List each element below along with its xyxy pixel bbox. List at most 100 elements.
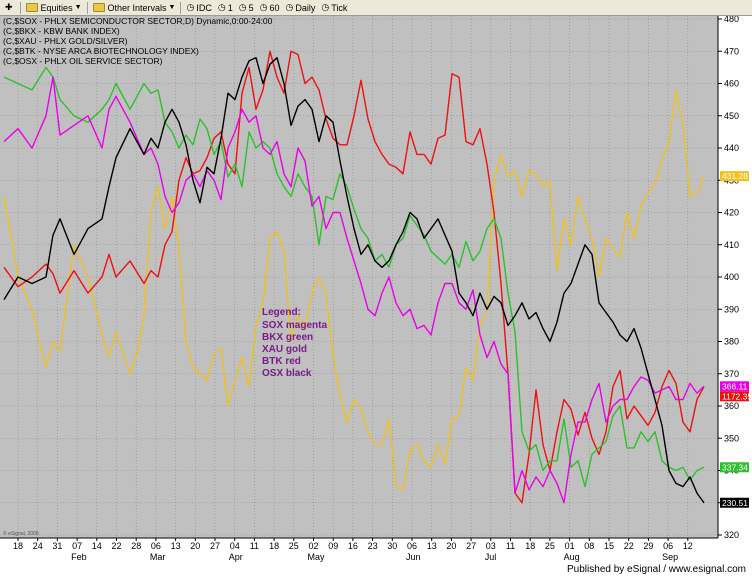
other-intervals-dropdown[interactable]: Other Intervals ▼ <box>90 1 179 15</box>
y-tick-label: 420 <box>724 208 739 218</box>
x-tick-label: 06 <box>663 541 673 551</box>
interval-60-button[interactable]: ◷ 60 <box>257 1 283 15</box>
series-line-osx <box>3 57 705 504</box>
toolbar-separator <box>180 1 182 14</box>
y-tick-label: 450 <box>724 111 739 121</box>
legend-entry-xau: XAU gold <box>262 344 307 355</box>
clock-icon: ◷ <box>285 2 294 12</box>
interval-daily-button[interactable]: ◷ Daily <box>282 1 318 15</box>
clock-icon: ◷ <box>238 2 247 12</box>
x-tick-label: 03 <box>486 541 496 551</box>
interval-1-button[interactable]: ◷ 1 <box>215 1 236 15</box>
time-axis: 18 24 31 07 14 22 28 06 13 20 27 04 11 18 25 02 09 16 23 30… <box>0 537 718 562</box>
x-tick-label: 24 <box>33 541 43 551</box>
legend-entry-sox: SOX magenta <box>262 320 327 331</box>
legend-entry-osx: OSX black <box>262 368 312 379</box>
y-tick-label: 470 <box>724 46 739 56</box>
x-tick-label: 08 <box>584 541 594 551</box>
x-tick-label: 06 <box>407 541 417 551</box>
last-value-label: 337.34 <box>722 462 748 472</box>
y-tick-label: 380 <box>724 337 739 347</box>
last-value-label: 230.51 <box>722 498 748 508</box>
toolbar: ✚ Equities ▼ Other Intervals ▼ ◷ IDC ◷ 1 ◷ 5 … <box>0 0 752 16</box>
footer: Published by eSignal / www.esignal.com <box>0 564 752 576</box>
x-tick-label: 25 <box>289 541 299 551</box>
x-tick-label: 20 <box>446 541 456 551</box>
x-tick-label: 12 <box>683 541 693 551</box>
x-tick-label: 18 <box>269 541 279 551</box>
other-intervals-label: Other Intervals <box>107 2 167 13</box>
watermark: © eSignal, 2008 <box>3 530 39 537</box>
last-value-sox: 366.11 <box>720 381 749 392</box>
x-tick-label: 23 <box>368 541 378 551</box>
month-label: Mar <box>150 552 166 562</box>
y-tick-label: 400 <box>724 272 739 282</box>
month-label: Jun <box>406 552 421 562</box>
equities-dropdown[interactable]: Equities ▼ <box>23 1 85 15</box>
x-tick-label: 06 <box>151 541 161 551</box>
interval-60-label: 60 <box>269 2 280 13</box>
series-line-xau <box>3 89 705 491</box>
equities-label: Equities <box>40 2 73 13</box>
x-tick-label: 01 <box>565 541 575 551</box>
interval-5-button[interactable]: ◷ 5 <box>236 1 257 15</box>
legend-entry-btk: BTK red <box>262 356 301 367</box>
chart[interactable]: (C,$SOX - PHLX SEMICONDUCTOR SECTOR,D) D… <box>0 16 752 564</box>
last-value-osx: 230.51 <box>720 497 749 508</box>
last-value-box <box>720 462 749 473</box>
x-tick-label: 27 <box>210 541 220 551</box>
chevron-down-icon: ▼ <box>74 4 82 11</box>
clock-icon: ◷ <box>186 2 195 12</box>
y-tick-label: 360 <box>724 401 739 411</box>
interval-idc-button[interactable]: ◷ IDC <box>183 1 214 15</box>
series-lines <box>3 50 705 504</box>
x-tick-label: 18 <box>13 541 23 551</box>
interval-tick-label: Tick <box>331 2 348 13</box>
x-tick-label: 13 <box>427 541 437 551</box>
last-value-label: 1172.35 <box>722 391 752 401</box>
interval-5-label: 5 <box>248 2 254 13</box>
footer-text: Published by eSignal / www.esignal.com <box>567 564 746 575</box>
month-label: Jul <box>485 552 497 562</box>
x-tick-label: 31 <box>52 541 62 551</box>
series-line-btk <box>3 50 705 504</box>
add-button[interactable]: ✚ <box>2 1 18 15</box>
x-tick-label: 15 <box>604 541 614 551</box>
month-label: May <box>308 552 326 562</box>
last-value-bkx: 337.34 <box>720 462 749 473</box>
header-line-sox: (C,$SOX - PHLX SEMICONDUCTOR SECTOR,D) D… <box>3 16 273 26</box>
y-tick-label: 350 <box>724 433 739 443</box>
legend-title: Legend: <box>262 307 301 318</box>
interval-idc-label: IDC <box>196 2 212 13</box>
month-label: Sep <box>662 552 678 562</box>
x-tick-label: 07 <box>72 541 82 551</box>
price-axis-background <box>718 16 752 564</box>
header-line-bkx: (C,$BKX - KBW BANK INDEX) <box>3 26 120 36</box>
chevron-down-icon: ▼ <box>168 4 176 11</box>
header-line-osx: (C,$OSX - PHLX OIL SERVICE SECTOR) <box>3 56 163 66</box>
y-tick-label: 440 <box>724 143 739 153</box>
clock-icon: ◷ <box>321 2 330 12</box>
x-tick-label: 02 <box>308 541 318 551</box>
series-line-bkx <box>3 66 705 488</box>
add-icon: ✚ <box>5 2 13 12</box>
legend-entry-bkx: BKX green <box>262 332 313 343</box>
x-tick-label: 14 <box>92 541 102 551</box>
y-tick-label: 410 <box>724 240 739 250</box>
y-tick-label: 320 <box>724 530 739 540</box>
time-axis-background <box>0 538 718 564</box>
toolbar-separator <box>19 1 21 14</box>
x-tick-label: 27 <box>466 541 476 551</box>
x-tick-label: 11 <box>506 541 515 551</box>
month-label: Apr <box>229 552 243 562</box>
interval-daily-label: Daily <box>295 2 316 13</box>
header-line-btk: (C,$BTK - NYSE ARCA BIOTECHNOLOGY INDEX) <box>3 46 199 56</box>
y-tick-label: 460 <box>724 79 739 89</box>
x-tick-label: 22 <box>111 541 121 551</box>
x-tick-label: 18 <box>525 541 535 551</box>
last-value-box <box>720 381 749 392</box>
x-tick-label: 28 <box>131 541 141 551</box>
last-value-label: 431.28 <box>722 171 748 181</box>
interval-tick-button[interactable]: ◷ Tick <box>318 1 350 15</box>
